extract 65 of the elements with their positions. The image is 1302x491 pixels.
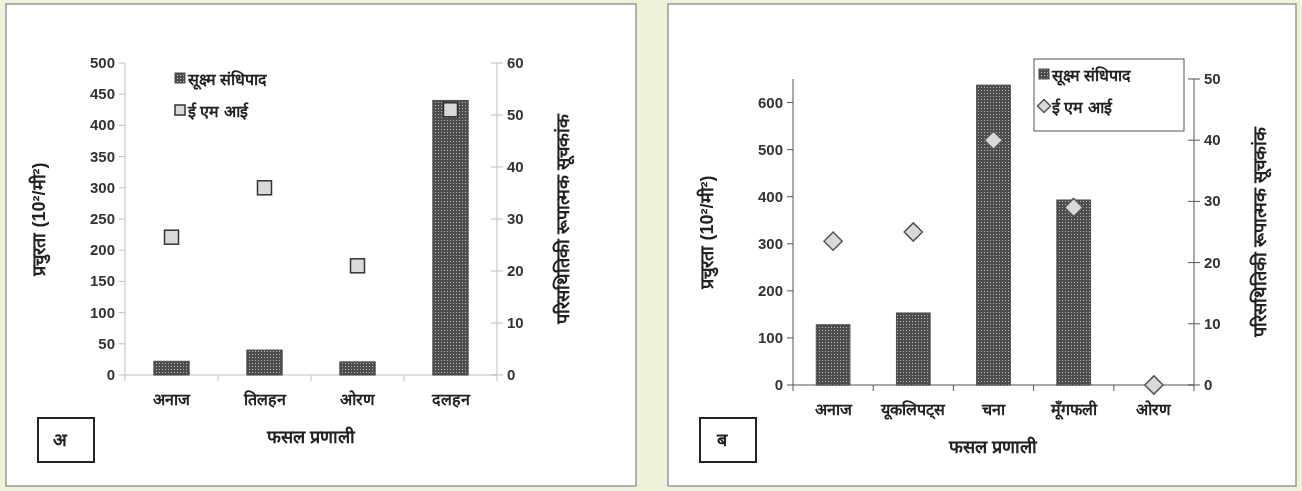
bar — [153, 360, 190, 376]
text: अ — [53, 430, 68, 450]
x-axis-title: फसल प्रणाली — [948, 436, 1039, 457]
y-axis-title: प्रचुरता (10²/मी²) — [28, 162, 51, 277]
y-tick-label: 500 — [757, 140, 783, 158]
legend-label: ई एम आई — [1051, 98, 1113, 116]
y-tick-label: 600 — [757, 93, 783, 111]
point — [983, 130, 1004, 151]
y-tick-label: 400 — [89, 116, 115, 134]
bar — [246, 349, 283, 376]
y-tick-label: 100 — [757, 328, 783, 346]
y2-tick-label: 50 — [1204, 70, 1221, 87]
point — [442, 102, 459, 118]
y-tick-label: 300 — [757, 234, 783, 252]
y2-axis-title: परिसथितिकी रूपात्मक सूचकांक — [552, 113, 575, 326]
y-tick-label: 0 — [774, 376, 783, 393]
y2-tick-label: 30 — [1204, 192, 1221, 210]
point — [903, 222, 924, 242]
bar — [339, 361, 376, 376]
y2-tick-label: 40 — [1204, 131, 1221, 149]
legend-label: ई एम आई — [187, 102, 249, 120]
point — [163, 229, 180, 245]
y-tick-label: 300 — [89, 178, 115, 196]
y2-tick-label: 10 — [507, 314, 524, 331]
x-tick-label: ओरण — [1136, 400, 1173, 418]
x-tick-label: दलहन — [430, 391, 471, 408]
point — [256, 180, 273, 196]
y-tick-label: 150 — [89, 272, 115, 290]
legend-label: सूक्ष्म संधिपाद — [1051, 66, 1132, 86]
x-tick-label: चना — [981, 401, 1006, 418]
x-tick-label: यूकलिपट्स — [880, 400, 947, 420]
x-tick-label: तिलहन — [242, 390, 287, 408]
y-tick-label: 350 — [89, 147, 115, 165]
point — [823, 231, 843, 252]
y-tick-label: 400 — [757, 187, 783, 205]
y2-tick-label: 0 — [507, 366, 516, 383]
x-tick-label: मूँगफली — [1049, 400, 1098, 420]
y2-tick-label: 60 — [507, 54, 524, 71]
point — [349, 258, 366, 274]
point — [1144, 375, 1164, 395]
y-tick-label: 0 — [106, 366, 115, 383]
legend-label: सूक्ष्म संधिपाद — [187, 70, 268, 90]
x-tick-label: अनाज — [814, 401, 853, 418]
y2-tick-label: 20 — [507, 262, 524, 279]
y-tick-label: 200 — [757, 281, 783, 299]
y-tick-label: 50 — [98, 334, 115, 352]
y2-tick-label: 20 — [1204, 253, 1221, 271]
y-tick-label: 250 — [89, 210, 115, 227]
x-tick-label: अनाज — [153, 391, 191, 408]
y2-tick-label: 50 — [507, 106, 524, 123]
y2-axis-title: परिसथितिकी रूपात्मक सूचकांक — [1249, 126, 1272, 339]
y2-tick-label: 30 — [507, 210, 524, 227]
y-tick-label: 500 — [89, 54, 115, 71]
y-axis-title: प्रचुरता (10²/मी²) — [696, 175, 719, 290]
bar — [432, 99, 469, 376]
y-tick-label: 100 — [89, 303, 115, 321]
y2-tick-label: 10 — [1204, 314, 1221, 332]
x-axis-title: फसल प्रणाली — [265, 426, 356, 447]
y2-tick-label: 40 — [507, 158, 524, 175]
y2-tick-label: 0 — [1204, 376, 1213, 393]
y-tick-label: 200 — [89, 241, 115, 259]
text: ब — [716, 430, 728, 450]
x-tick-label: ओरण — [340, 390, 376, 408]
y-tick-label: 450 — [89, 85, 115, 103]
point — [1063, 197, 1084, 218]
